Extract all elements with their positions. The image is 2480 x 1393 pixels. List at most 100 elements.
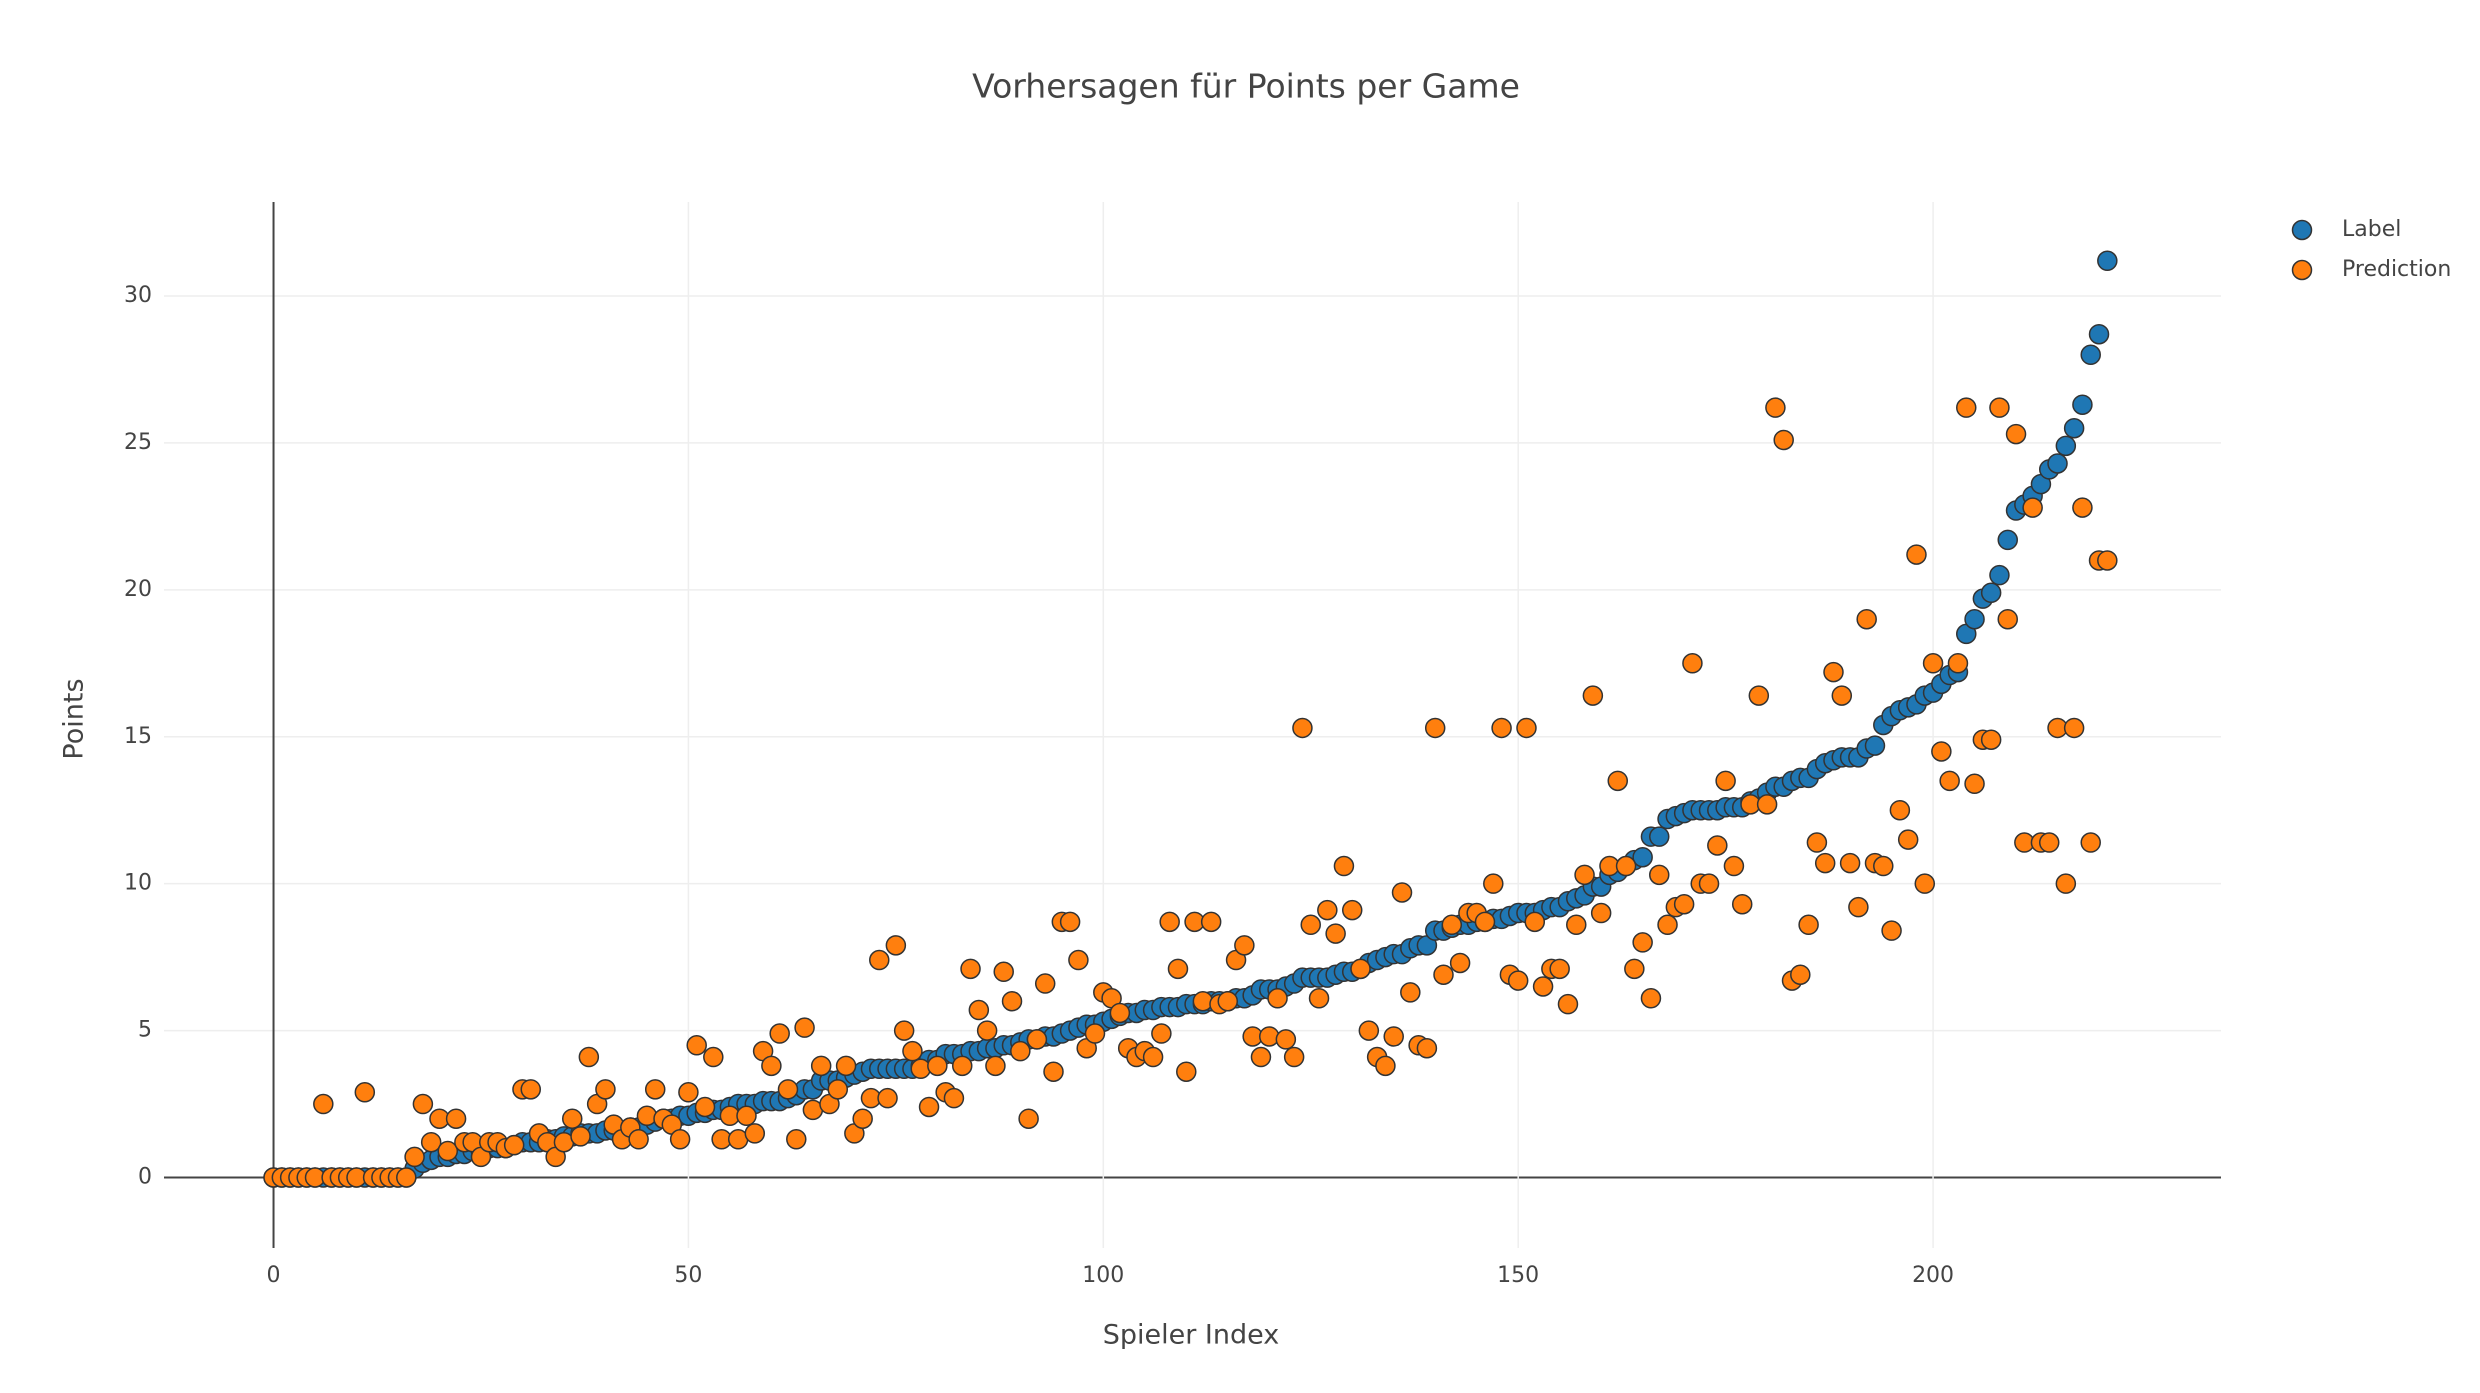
data-point	[420, 1131, 442, 1153]
data-point	[736, 1105, 757, 1127]
data-point	[777, 1079, 799, 1100]
data-point	[694, 1096, 716, 1118]
data-point	[1557, 993, 1579, 1015]
data-point	[520, 1079, 542, 1100]
data-point	[1806, 832, 1828, 853]
data-point	[636, 1105, 658, 1127]
data-point	[1939, 770, 1960, 792]
data-point	[1250, 1046, 1272, 1068]
data-point	[669, 1129, 691, 1150]
data-point	[561, 1108, 583, 1129]
marks	[263, 250, 2118, 1188]
data-point	[1997, 608, 2018, 630]
data-point	[943, 1087, 965, 1109]
data-point	[1582, 685, 1604, 706]
x-tick-label: 100	[1082, 1263, 1124, 1288]
data-point	[1823, 661, 1844, 683]
data-point	[2080, 832, 2101, 853]
data-point	[1109, 1002, 1131, 1024]
data-point	[1790, 964, 1811, 985]
data-point	[1897, 829, 1919, 850]
data-point	[1217, 990, 1239, 1012]
data-point	[968, 999, 990, 1021]
data-point	[2022, 497, 2043, 518]
data-point	[1001, 990, 1023, 1012]
data-point	[1034, 973, 1056, 994]
data-point	[2072, 497, 2093, 518]
data-point	[2038, 832, 2060, 853]
y-tick-label: 5	[138, 1018, 152, 1043]
data-point	[1607, 770, 1629, 792]
data-point	[595, 1079, 616, 1100]
data-point	[827, 1079, 849, 1100]
data-point	[578, 1046, 600, 1068]
data-point	[1765, 397, 1786, 418]
data-point	[1325, 923, 1346, 944]
data-point	[1483, 873, 1504, 894]
y-tick-label: 10	[124, 871, 152, 896]
legend-label: Prediction	[2342, 257, 2451, 282]
data-point	[927, 1055, 948, 1077]
y-tick-label: 15	[124, 724, 152, 749]
data-point	[1507, 970, 1529, 991]
data-point	[1748, 685, 1770, 706]
data-point	[869, 949, 890, 971]
data-point	[1341, 899, 1363, 921]
data-point	[1192, 990, 1214, 1012]
data-point	[1391, 882, 1413, 903]
data-point	[761, 1055, 782, 1077]
data-point	[1989, 564, 2010, 586]
legend-marker	[2291, 219, 2313, 241]
data-point	[1964, 773, 1985, 795]
data-point	[445, 1108, 467, 1129]
data-point	[1956, 397, 1977, 418]
data-point	[1814, 852, 1836, 874]
data-point	[703, 1046, 724, 1068]
data-point	[1532, 976, 1554, 997]
data-point	[1864, 735, 1886, 756]
data-point	[1673, 893, 1695, 915]
data-point	[1300, 914, 1321, 936]
data-point	[885, 935, 907, 956]
data-point	[1267, 988, 1288, 1009]
x-tick-label: 150	[1497, 1263, 1539, 1288]
data-point	[835, 1055, 857, 1077]
data-point	[1848, 896, 1869, 918]
data-point	[2063, 417, 2085, 439]
data-point	[1980, 582, 2002, 604]
data-point	[1259, 1026, 1280, 1047]
data-point	[2072, 394, 2093, 415]
data-point	[1756, 794, 1778, 815]
data-point	[1176, 1061, 1197, 1082]
data-point	[1590, 902, 1612, 924]
data-point	[1059, 911, 1081, 933]
data-point	[1682, 653, 1703, 674]
data-point	[1648, 864, 1670, 886]
data-point	[1026, 1029, 1048, 1050]
data-point	[910, 1058, 932, 1080]
data-point	[1084, 1023, 1106, 1044]
data-point	[1698, 873, 1720, 894]
data-point	[1010, 1040, 1031, 1062]
data-point	[1997, 529, 2018, 551]
data-point	[1350, 958, 1371, 980]
data-point	[744, 1123, 766, 1144]
data-point	[1648, 826, 1670, 847]
data-point	[1989, 397, 2010, 418]
data-point	[960, 958, 981, 980]
data-point	[1043, 1061, 1064, 1082]
data-point	[1424, 717, 1446, 739]
data-point	[1723, 855, 1745, 877]
data-point	[1234, 935, 1255, 956]
data-point	[794, 1017, 815, 1038]
data-point	[2080, 344, 2101, 366]
data-point	[1333, 855, 1355, 877]
data-point	[1200, 911, 1222, 933]
x-tick-label: 50	[674, 1263, 702, 1288]
data-point	[951, 1055, 973, 1077]
data-point	[1283, 1046, 1305, 1068]
data-point	[1524, 911, 1546, 933]
data-point	[1068, 949, 1089, 971]
data-point	[570, 1126, 591, 1147]
